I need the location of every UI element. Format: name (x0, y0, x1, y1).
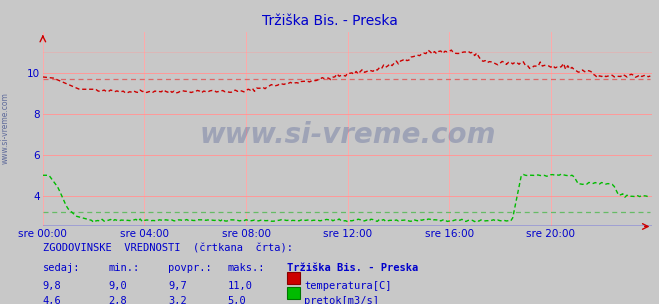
Text: www.si-vreme.com: www.si-vreme.com (200, 121, 496, 149)
Text: povpr.:: povpr.: (168, 263, 212, 273)
Text: 9,8: 9,8 (43, 281, 61, 291)
Text: 9,0: 9,0 (109, 281, 127, 291)
Text: 3,2: 3,2 (168, 296, 186, 304)
Text: sedaj:: sedaj: (43, 263, 80, 273)
Text: Tržiška Bis. - Preska: Tržiška Bis. - Preska (262, 14, 397, 28)
Text: Tržiška Bis. - Preska: Tržiška Bis. - Preska (287, 263, 418, 273)
Text: 9,7: 9,7 (168, 281, 186, 291)
Text: pretok[m3/s]: pretok[m3/s] (304, 296, 380, 304)
Text: temperatura[C]: temperatura[C] (304, 281, 392, 291)
Text: www.si-vreme.com: www.si-vreme.com (1, 92, 10, 164)
Text: 5,0: 5,0 (227, 296, 246, 304)
Text: 11,0: 11,0 (227, 281, 252, 291)
Text: ZGODOVINSKE  VREDNOSTI  (črtkana  črta):: ZGODOVINSKE VREDNOSTI (črtkana črta): (43, 243, 293, 253)
Text: 2,8: 2,8 (109, 296, 127, 304)
Text: min.:: min.: (109, 263, 140, 273)
Text: 4,6: 4,6 (43, 296, 61, 304)
Text: maks.:: maks.: (227, 263, 265, 273)
